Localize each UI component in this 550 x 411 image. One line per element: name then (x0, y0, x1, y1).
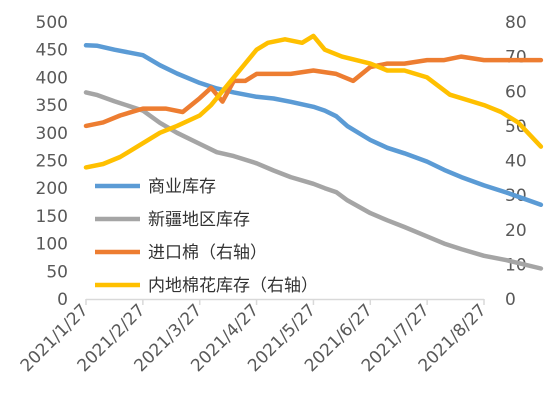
series-line (83, 90, 544, 271)
left-tick-label: 250 (36, 152, 68, 172)
x-axis: 2021/1/272021/2/272021/3/272021/4/272021… (17, 299, 491, 376)
series-lines (83, 33, 544, 271)
series-line (83, 43, 544, 208)
left-tick-label: 500 (36, 13, 68, 33)
left-tick-label: 100 (36, 235, 68, 255)
left-tick-label: 200 (36, 179, 68, 199)
legend-label: 进口棉（右轴） (148, 243, 267, 263)
legend-label: 新疆地区库存 (148, 210, 250, 230)
left-axis: 0 50 100 150 200 250 300 350 400 450 500 (36, 13, 68, 310)
series-line (83, 54, 544, 129)
left-tick-label: 300 (36, 124, 68, 144)
right-tick-label: 70 (505, 48, 527, 68)
left-tick-label: 50 (46, 262, 68, 282)
left-tick-label: 350 (36, 96, 68, 116)
series-line (83, 33, 544, 170)
right-tick-label: 20 (505, 221, 527, 241)
legend-label: 商业库存 (148, 177, 216, 197)
legend-label: 内地棉花库存（右轴） (148, 276, 318, 296)
right-tick-label: 0 (505, 290, 516, 310)
left-tick-label: 400 (36, 68, 68, 88)
left-tick-label: 0 (57, 290, 68, 310)
right-tick-label: 50 (505, 117, 527, 137)
left-tick-label: 150 (36, 207, 68, 227)
left-tick-label: 450 (36, 41, 68, 61)
right-tick-label: 60 (505, 82, 527, 102)
right-tick-label: 80 (505, 13, 527, 33)
right-tick-label: 40 (505, 152, 527, 172)
